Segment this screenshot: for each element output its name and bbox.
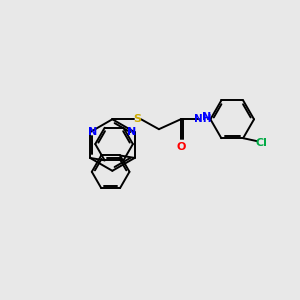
Text: N: N <box>88 127 98 137</box>
Text: N: N <box>202 112 211 122</box>
Text: NH: NH <box>194 114 211 124</box>
Text: S: S <box>133 114 141 124</box>
Text: Cl: Cl <box>255 138 267 148</box>
Text: N: N <box>127 127 136 137</box>
Text: O: O <box>176 142 185 152</box>
